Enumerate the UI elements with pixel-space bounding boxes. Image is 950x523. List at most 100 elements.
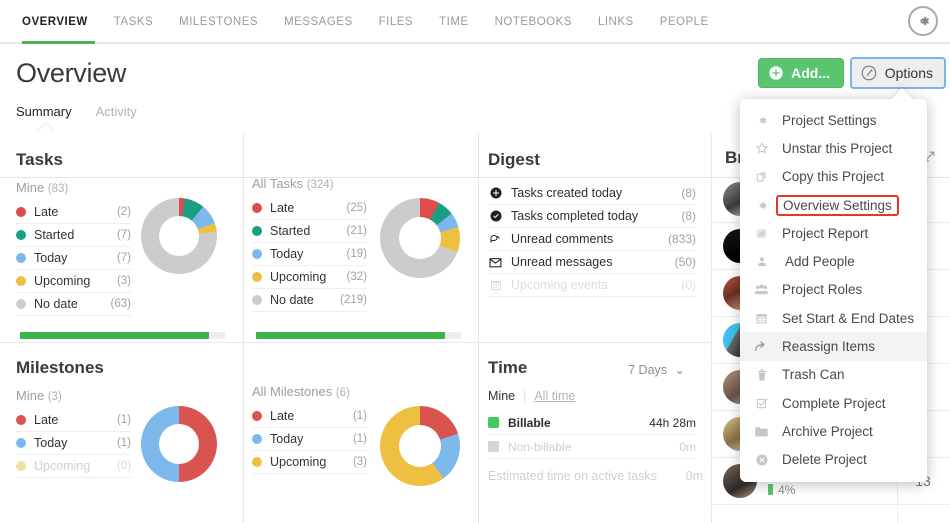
breakdown-percent: 4% [768,483,895,497]
legend-row[interactable]: Late (25) [252,197,367,220]
menu-item-label: Complete Project [782,395,886,411]
time-scope-all[interactable]: All time [534,389,576,403]
digest-row[interactable]: Tasks created today (8) [488,182,696,205]
legend-dot-icon [252,203,262,213]
milestones-mine-donut-chart [141,406,217,482]
legend-dot-icon [252,226,262,236]
nav-item-milestones[interactable]: MILESTONES [179,15,259,28]
milestones-card-mine: Milestones Mine (3) Late (1) Today (1) Upcom… [16,358,231,482]
milestones-mine-count: (3) [47,391,62,403]
menu-item-label: Project Roles [782,282,863,298]
nav-item-people[interactable]: PEOPLE [659,15,709,28]
menu-item-unstar-this-project[interactable]: Unstar this Project [740,134,927,162]
checkbox-icon [753,396,770,410]
legend-dot-icon [16,253,26,263]
legend-row[interactable]: Upcoming (0) [16,455,131,478]
legend-dot-icon [252,249,262,259]
legend-row[interactable]: Today (7) [16,247,131,270]
digest-row[interactable]: Unread messages (50) [488,251,696,274]
nav-item-notebooks[interactable]: NOTEBOOKS [494,15,572,28]
menu-item-delete-project[interactable]: Delete Project [740,446,927,474]
legend-row[interactable]: Late (2) [16,201,131,224]
digest-row[interactable]: Tasks completed today (8) [488,205,696,228]
menu-item-overview-settings[interactable]: Overview Settings [740,191,927,219]
milestones-mine-label: Mine [16,388,45,403]
milestones-all-label: All Milestones [252,384,333,399]
digest-row: Upcoming events (0) [488,274,696,297]
legend-value: (19) [346,248,367,260]
legend-label: Upcoming [34,274,91,288]
digest-label: Tasks created today [511,186,623,200]
legend-row[interactable]: Late (1) [16,409,131,432]
legend-dot-icon [16,299,26,309]
time-row[interactable]: Billable 44h 28m [488,411,696,435]
menu-item-add-people[interactable]: Add People [740,247,927,275]
legend-value: (219) [340,294,367,306]
add-button[interactable]: Add... [758,58,844,88]
menu-item-label: Project Report [782,225,869,241]
breakdown-bar-icon [768,484,773,495]
nav-item-links[interactable]: LINKS [597,15,634,28]
star-icon [753,141,770,155]
legend-row[interactable]: Late (1) [252,405,367,428]
menu-item-copy-this-project[interactable]: Copy this Project [740,163,927,191]
nav-item-messages[interactable]: MESSAGES [284,15,353,28]
menu-item-project-roles[interactable]: Project Roles [740,276,927,304]
time-label: Non-billable [508,439,572,454]
legend-row[interactable]: Upcoming (32) [252,266,367,289]
legend-row[interactable]: Started (21) [252,220,367,243]
plus-circle-filled-icon [488,187,503,199]
time-range-selector[interactable]: 7 Days ⌄ [628,362,685,377]
time-card: Time 7 Days ⌄ Mine | All time Billable 44… [488,358,703,485]
legend-value: (7) [116,252,131,264]
time-estimate-value: 0m [685,469,703,483]
legend-value: (7) [116,229,131,241]
milestones-all-sublabel: All Milestones (6) [252,384,467,399]
add-button-label: Add... [791,65,830,81]
legend-row[interactable]: Started (7) [16,224,131,247]
menu-item-label: Add People [785,254,855,270]
legend-value: (32) [346,271,367,283]
menu-item-set-start-end-dates[interactable]: Set Start & End Dates [740,304,927,332]
legend-row[interactable]: Today (1) [252,428,367,451]
legend-row[interactable]: Upcoming (3) [16,270,131,293]
menu-item-archive-project[interactable]: Archive Project [740,417,927,445]
digest-value: (50) [674,255,696,269]
legend-row[interactable]: No date (63) [16,293,131,316]
copy-icon [753,170,770,184]
menu-item-project-settings[interactable]: Project Settings [740,106,927,134]
sub-tab-summary[interactable]: Summary [16,104,72,119]
legend-row[interactable]: No date (219) [252,289,367,312]
digest-row[interactable]: Unread comments (833) [488,228,696,251]
arrow-redo-icon [753,340,770,353]
digest-label: Upcoming events [511,278,608,292]
menu-item-label: Trash Can [782,367,845,383]
legend-value: (63) [110,298,131,310]
plus-circle-icon [768,65,784,81]
menu-item-trash-can[interactable]: Trash Can [740,361,927,389]
digest-card: Digest Tasks created today (8) Tasks compl… [488,150,703,297]
legend-row[interactable]: Today (19) [252,243,367,266]
menu-item-label: Overview Settings [776,194,899,216]
menu-item-complete-project[interactable]: Complete Project [740,389,927,417]
legend-dot-icon [16,438,26,448]
tasks-all-count: (324) [306,179,334,191]
time-card-title: Time [488,358,528,377]
person-icon [753,255,770,268]
nav-item-tasks[interactable]: TASKS [113,15,154,28]
legend-row[interactable]: Today (1) [16,432,131,455]
legend-row[interactable]: Upcoming (3) [252,451,367,474]
time-row: Non-billable 0m [488,435,696,459]
menu-item-reassign-items[interactable]: Reassign Items [740,332,927,361]
menu-item-project-report[interactable]: Project Report [740,219,927,247]
nav-item-time[interactable]: TIME [439,15,469,28]
nav-item-files[interactable]: FILES [378,15,414,28]
options-button[interactable]: Options [849,57,946,89]
time-scope-mine[interactable]: Mine [488,389,516,403]
settings-gear-button[interactable] [908,6,938,36]
time-scope-toggle: Mine | All time [488,389,703,403]
expand-icon[interactable] [923,150,936,163]
nav-item-overview[interactable]: OVERVIEW [22,15,88,28]
sub-tab-activity[interactable]: Activity [95,104,137,119]
wrench-circle-icon [860,64,878,82]
